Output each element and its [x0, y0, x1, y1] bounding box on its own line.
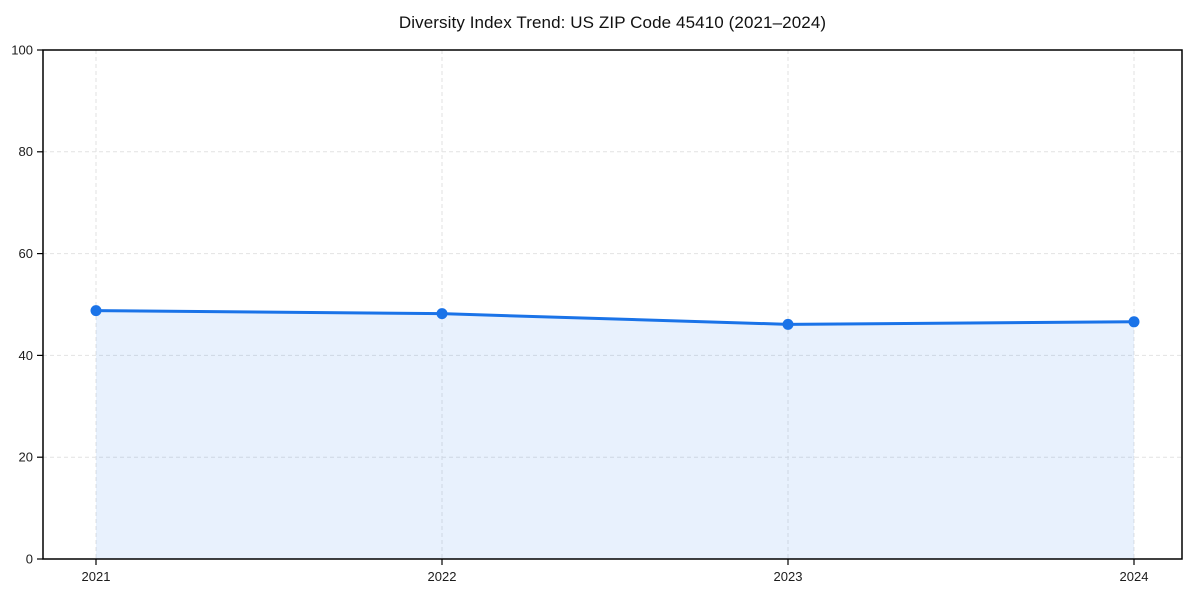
plot-border	[42, 49, 1183, 560]
x-tick-label: 2022	[428, 569, 457, 584]
data-point	[436, 308, 448, 320]
data-point	[90, 305, 102, 317]
y-tick-label: 20	[19, 450, 33, 465]
y-tick-label: 60	[19, 246, 33, 261]
x-tick-label: 2024	[1120, 569, 1149, 584]
y-tick-label: 40	[19, 348, 33, 363]
trend-line	[94, 309, 1136, 326]
data-point	[1128, 316, 1140, 328]
y-tick-label: 80	[19, 144, 33, 159]
y-tick-label: 100	[11, 42, 33, 57]
x-tick-label: 2021	[82, 569, 111, 584]
y-tick-label: 0	[26, 551, 33, 566]
area-fill	[96, 310, 1134, 559]
chart-title: Diversity Index Trend: US ZIP Code 45410…	[398, 13, 827, 32]
x-tick-label: 2023	[774, 569, 803, 584]
data-point	[782, 318, 794, 330]
